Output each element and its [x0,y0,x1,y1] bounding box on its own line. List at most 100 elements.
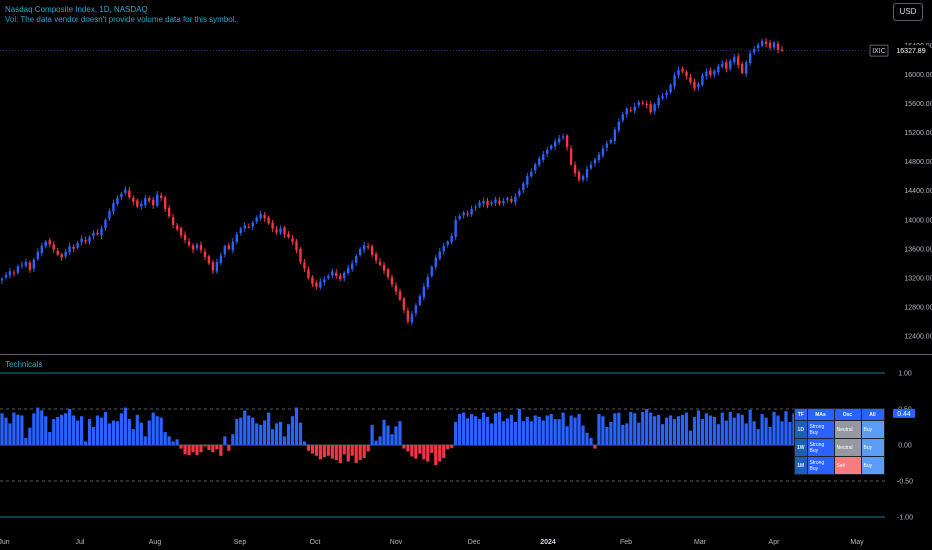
candle-body [36,251,40,260]
candle [681,66,684,74]
histogram-bar [330,445,334,459]
histogram-bar [358,445,362,461]
candle [124,186,127,196]
candle-body [470,208,473,215]
candle-body [12,272,16,274]
histogram-bar [294,407,299,445]
indicator-title[interactable]: Technicals [5,360,43,369]
candle-body [156,194,159,206]
candle-body [251,222,254,227]
indicator-value-box [893,408,915,418]
candle-body [613,129,617,142]
candle [235,231,238,245]
candle [733,54,736,65]
candle [179,226,183,239]
candle [577,169,581,183]
candle [685,70,688,80]
histogram-bar [732,417,736,445]
histogram-bar [454,421,458,445]
histogram-bar [290,416,295,445]
candle-body [776,43,780,50]
candle [458,213,461,221]
histogram-bar [131,429,135,445]
histogram-bar [135,414,139,445]
candle-body [267,217,270,224]
candle-body [40,245,43,253]
candle-body [84,239,87,242]
last-price-box [893,45,929,57]
histogram-bar [529,421,533,445]
candle-body [382,265,386,271]
candle-body [187,241,191,246]
candle [148,195,151,204]
candle-body [478,202,481,207]
indicator-tick-label: 1.00 [898,371,912,378]
candle-body [418,296,422,305]
candle [132,195,135,206]
histogram-bar [370,424,374,445]
histogram-bar [485,416,490,445]
histogram-bar [645,409,649,445]
histogram-bar [473,416,478,445]
candle [335,269,338,279]
candle [573,161,577,177]
candle [760,38,764,48]
time-tick-label: Nov [390,539,403,546]
legend-title[interactable]: Nasdaq Composite Index, 1D, NASDAQ [5,5,148,14]
candle [557,134,561,145]
candle-body [92,232,95,236]
candle-body [211,262,215,271]
candle [418,293,422,307]
candle [506,196,509,203]
candle-body [44,241,47,247]
candle-body [307,269,310,278]
candle [370,244,374,258]
candle-body [617,121,621,131]
currency-button[interactable]: USD [893,3,923,21]
histogram-bar [115,421,120,445]
histogram-bar [760,414,764,445]
candle-body [148,197,151,201]
candle [12,269,16,277]
candle-body [490,202,493,204]
candle [490,200,493,207]
histogram-bar [390,434,394,445]
candle-body [474,206,477,208]
candle [315,280,318,290]
candle-body [514,196,517,203]
header-mas: MAs [806,408,835,421]
candle [60,252,63,261]
candle-body [542,154,545,161]
candle [553,138,557,150]
histogram-bar [489,423,494,445]
candle [764,38,768,48]
histogram-bar [649,412,653,445]
histogram-bar [386,425,390,445]
histogram-bar [772,411,776,445]
candle-body [430,266,433,276]
candle-body [565,135,569,148]
histogram-bar [756,429,760,445]
table-row: 1M Strong Buy Sell Buy [794,456,885,475]
candle [470,205,473,217]
candle [394,282,398,296]
histogram-bar [147,420,151,445]
candle [362,241,366,254]
candle [629,106,632,113]
histogram-bar [720,412,724,445]
header-tf: TF [794,408,808,421]
row-all: Buy [860,456,885,475]
candle [152,197,155,209]
candle-body [311,277,314,284]
candle [585,165,589,181]
candle [8,267,12,279]
histogram-bar [569,415,573,445]
candle [705,68,708,80]
candle [20,261,24,269]
candle [713,69,716,78]
candle-body [422,286,426,298]
price-axis: 16400.0016000.0015600.0015200.0014800.00… [904,43,932,341]
histogram-bar [64,413,68,445]
histogram-bar [712,416,716,445]
